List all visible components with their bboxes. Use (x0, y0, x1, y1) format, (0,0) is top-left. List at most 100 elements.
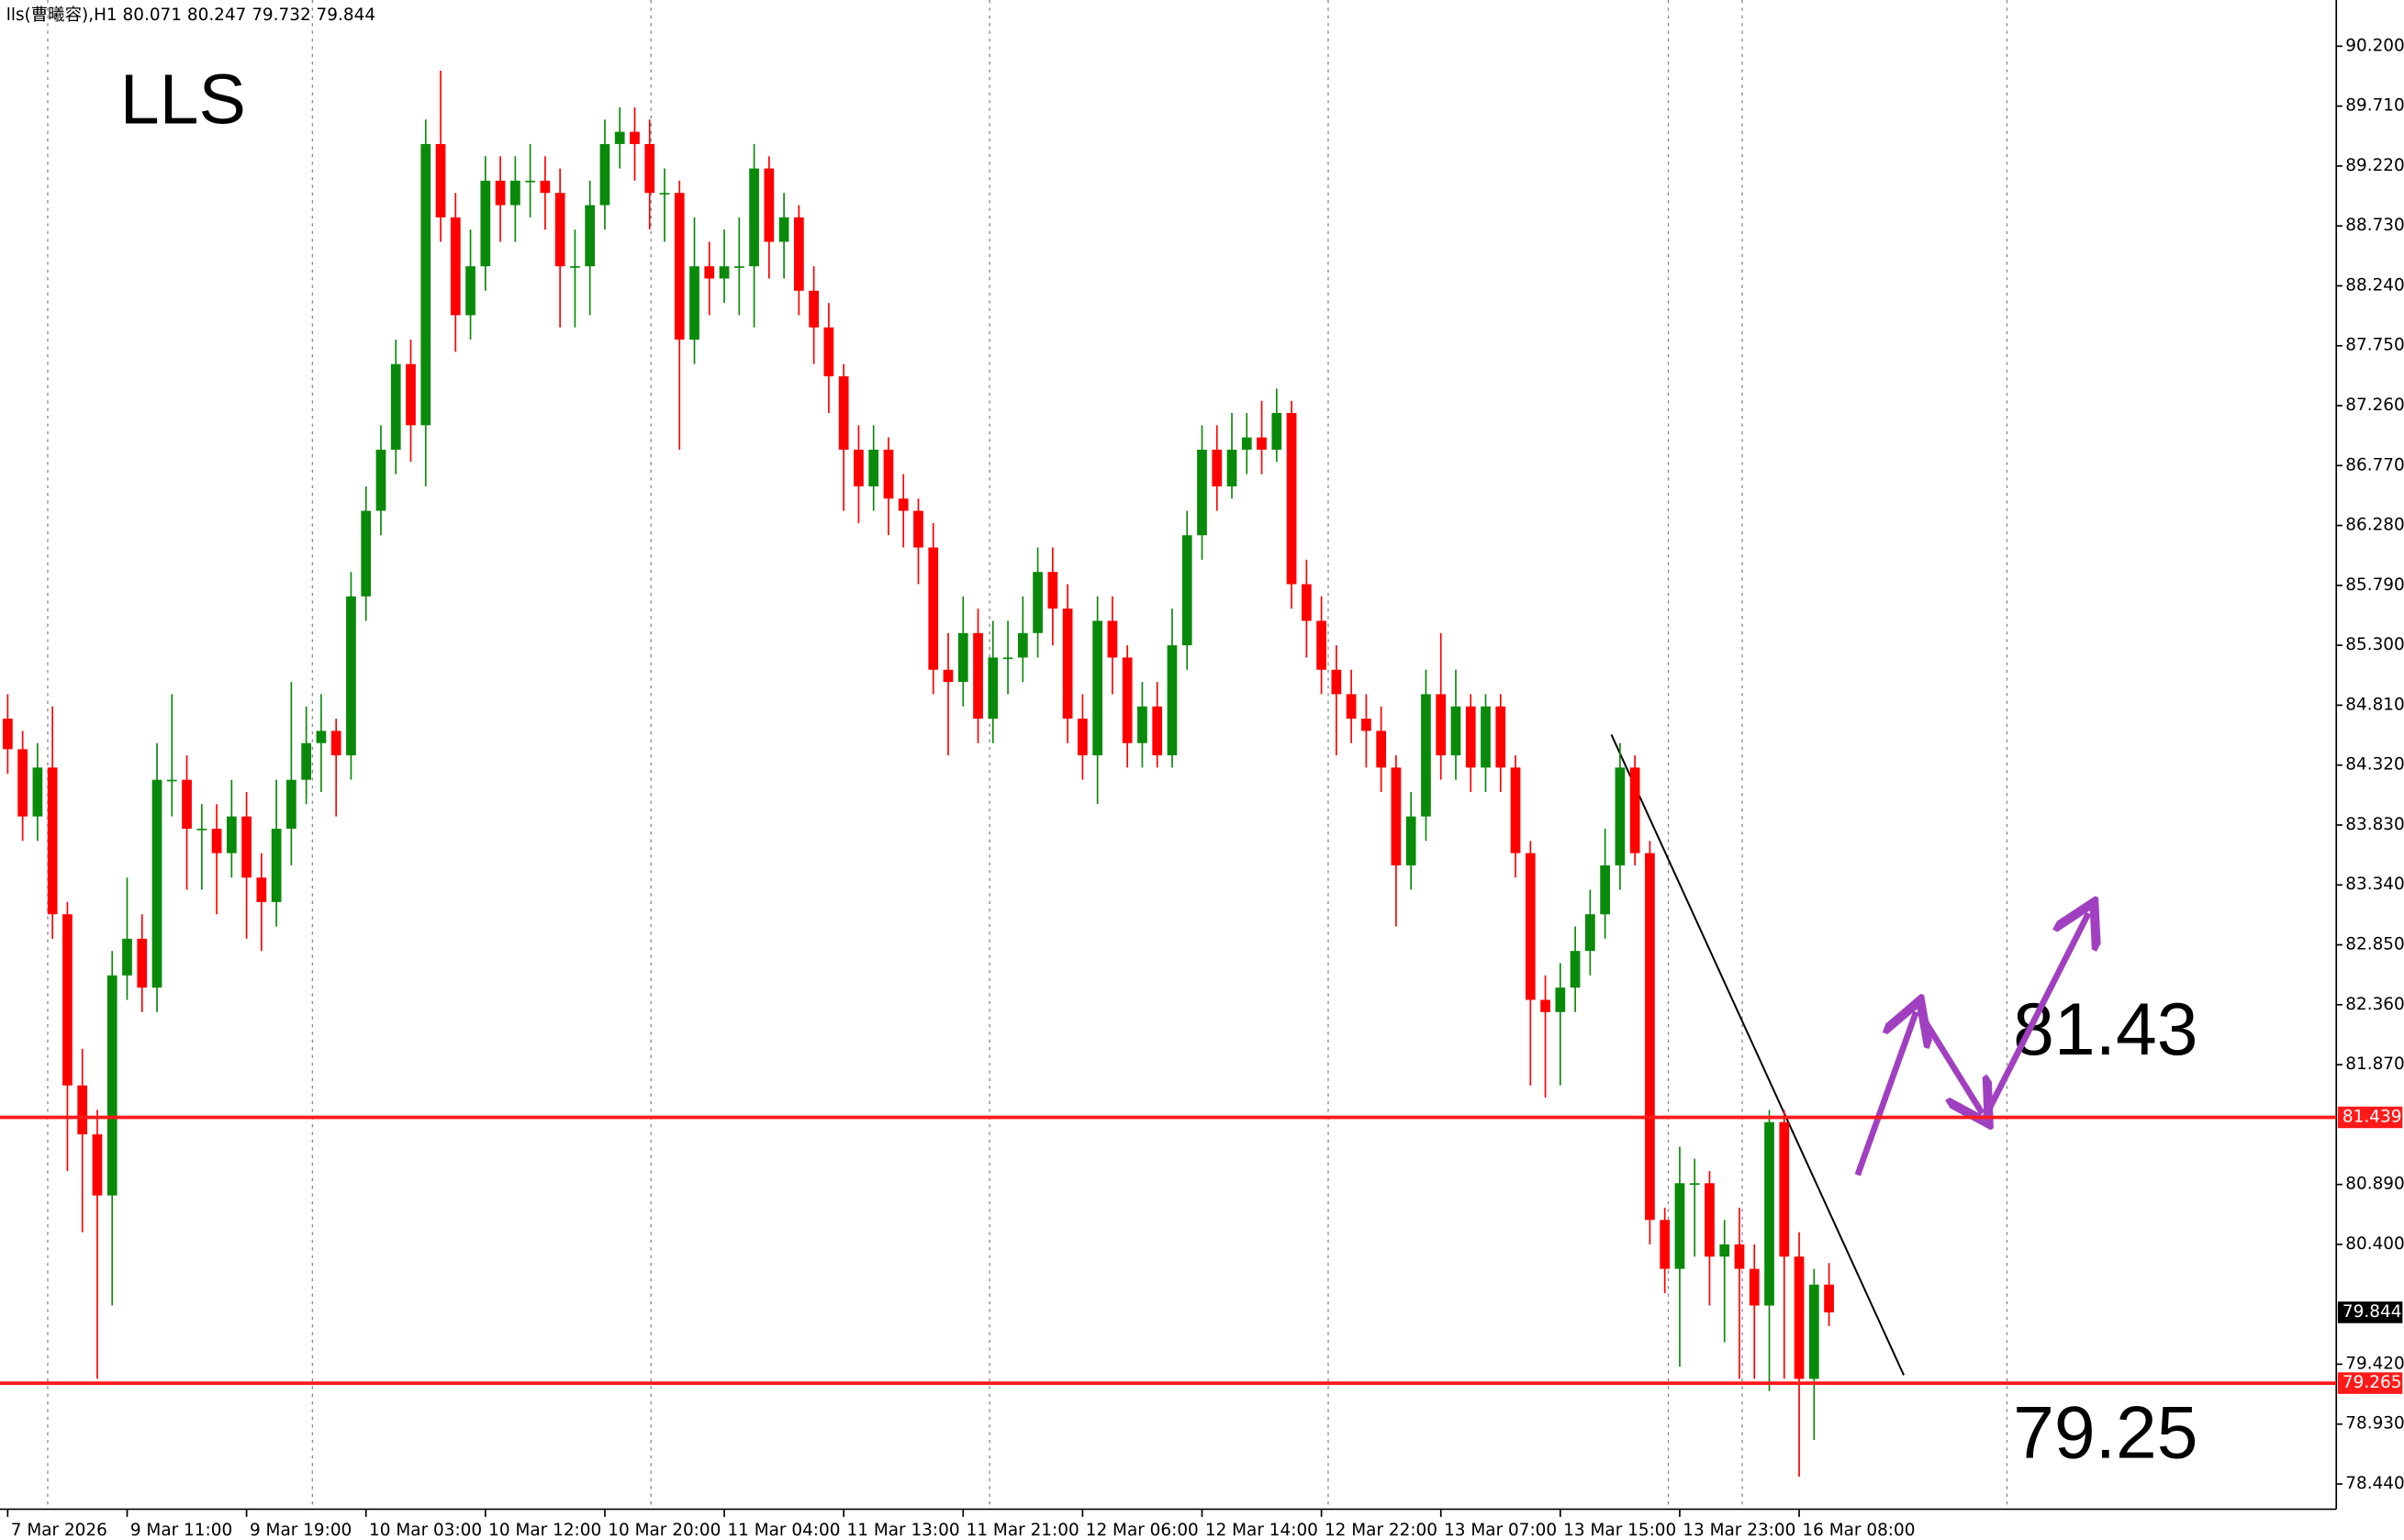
candle-body (450, 217, 461, 316)
x-tick-label: 10 Mar 12:00 (488, 1521, 601, 1540)
x-tick-label: 10 Mar 20:00 (608, 1521, 721, 1540)
candle-body (1316, 620, 1326, 670)
last-price-tag (2337, 1301, 2403, 1323)
candle-body (211, 828, 222, 854)
candle-body (1197, 449, 1207, 536)
candle-body (1450, 706, 1461, 756)
candle-body (1629, 767, 1640, 854)
candle-body (62, 914, 73, 1086)
x-tick-label: 12 Mar 22:00 (1325, 1521, 1437, 1540)
candle-body (77, 1085, 88, 1134)
price-tag-label: 79.265 (2343, 1373, 2401, 1392)
y-tick-label: 87.260 (2345, 396, 2404, 415)
candle-body (256, 877, 267, 902)
y-tick-label: 80.890 (2345, 1175, 2404, 1194)
candle-body (495, 180, 506, 206)
support-label: 79.25 (2013, 1391, 2197, 1474)
y-tick-label: 81.870 (2345, 1055, 2404, 1074)
candle-body (823, 327, 834, 377)
x-tick-label: 9 Mar 11:00 (130, 1521, 232, 1540)
x-tick-label: 11 Mar 04:00 (727, 1521, 840, 1540)
candle-body (196, 828, 207, 831)
candle-body (614, 131, 625, 144)
candle-body (420, 143, 431, 426)
candle-body (913, 510, 923, 548)
candle-body (525, 180, 535, 183)
candle-body (1794, 1256, 1805, 1379)
y-tick-label: 83.830 (2345, 815, 2404, 834)
candle-body (1078, 719, 1088, 756)
candle-body (1257, 437, 1267, 450)
candle-body (1540, 999, 1550, 1012)
candle-body (809, 290, 820, 328)
header: lls(曹曦容),H1 80.071 80.247 79.732 79.844 (6, 6, 375, 25)
candle-body (390, 363, 401, 450)
candle-body (838, 376, 849, 450)
candle-body (570, 266, 580, 268)
x-tick-label: 11 Mar 21:00 (967, 1521, 1079, 1540)
candle-body (1122, 657, 1133, 743)
candle-body (854, 449, 864, 486)
candle-body (375, 449, 386, 511)
candle-body (1808, 1284, 1819, 1379)
y-tick-label: 80.400 (2345, 1234, 2404, 1254)
candle-body (957, 632, 968, 683)
last-price-label: 79.844 (2343, 1302, 2401, 1322)
candle-body (1331, 669, 1342, 695)
candle-body (1645, 853, 1655, 1221)
candle-body (704, 266, 715, 279)
candle-body (540, 180, 551, 194)
price-tag (2337, 1106, 2403, 1129)
candle-body (361, 510, 372, 597)
y-tick-label: 89.220 (2345, 156, 2404, 175)
projection-arrows (1854, 913, 2089, 1177)
candle-body (301, 742, 312, 780)
candle-body (1226, 449, 1237, 486)
candle-body (1212, 449, 1223, 486)
candle-body (749, 168, 759, 267)
candle-body (988, 657, 999, 720)
candle-body (1436, 694, 1447, 756)
trendline (1610, 733, 1905, 1376)
arrow (1916, 1010, 1983, 1113)
candle-body (1017, 632, 1028, 658)
y-tick-label: 90.200 (2345, 36, 2404, 55)
candle-body (674, 193, 685, 340)
x-tick-label: 12 Mar 14:00 (1205, 1521, 1318, 1540)
candle-body (330, 731, 341, 756)
candle-body (1525, 853, 1536, 1000)
candle-body (599, 143, 610, 206)
y-tick-label: 85.300 (2345, 635, 2404, 654)
candle-body (689, 266, 699, 340)
y-tick-label: 78.930 (2345, 1414, 2404, 1434)
candle-body (1092, 620, 1103, 756)
candle-body (435, 143, 446, 218)
y-tick-label: 88.730 (2345, 216, 2404, 235)
candle-body (1062, 608, 1073, 720)
y-tick-label: 84.810 (2345, 695, 2404, 714)
candle-body (406, 363, 416, 426)
y-tick-label: 87.750 (2345, 336, 2404, 355)
candle-body (1361, 719, 1371, 731)
candle-body (1152, 706, 1163, 756)
candle-body (733, 266, 744, 268)
candle-body (1376, 731, 1387, 768)
candle-body (973, 632, 983, 720)
symbol-label: LLS (120, 60, 246, 139)
candle-body (47, 767, 58, 915)
candle-body (1167, 645, 1178, 756)
candle-body (106, 975, 117, 1196)
candle-body (182, 779, 192, 829)
candle-body (1495, 706, 1506, 768)
candle-body (1824, 1284, 1834, 1312)
price-tag-label: 81.439 (2343, 1107, 2401, 1126)
candle-body (1705, 1183, 1715, 1257)
candle-body (1719, 1244, 1730, 1257)
y-tick-label: 88.240 (2345, 275, 2404, 295)
x-tick-label: 10 Mar 03:00 (369, 1521, 482, 1540)
candle-body (1107, 620, 1118, 658)
candle-body (1660, 1220, 1671, 1269)
candle-body (137, 938, 148, 988)
